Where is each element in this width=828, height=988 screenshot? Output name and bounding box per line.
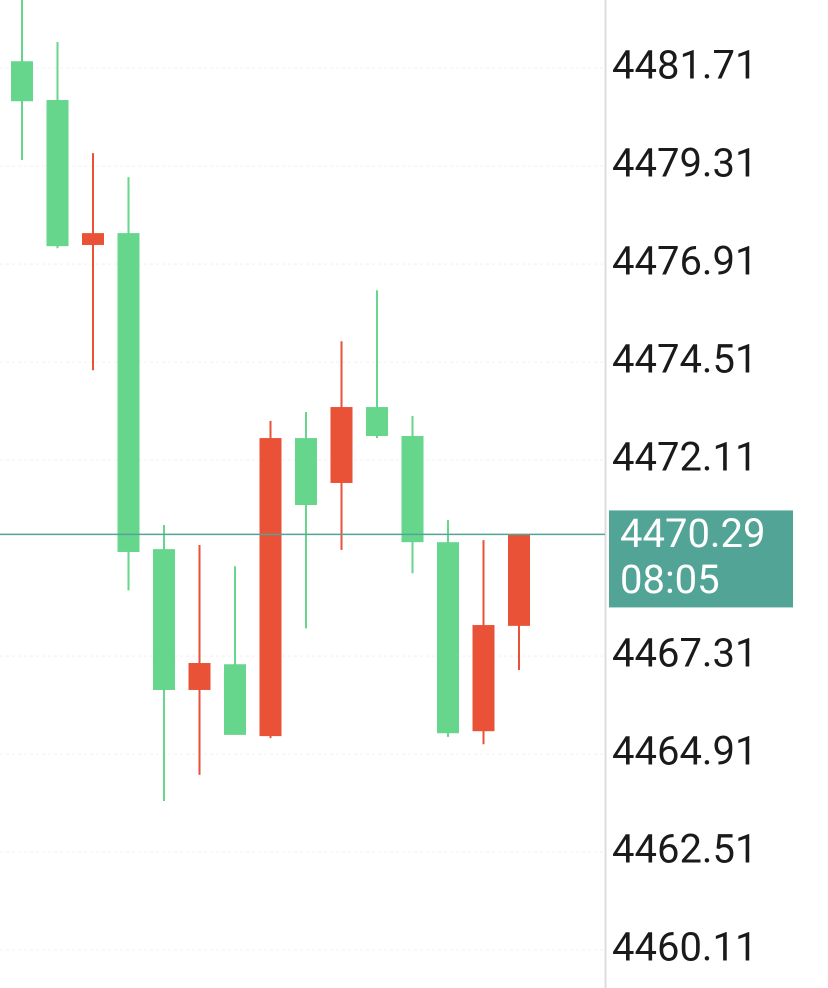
candle-body xyxy=(259,438,282,737)
candle-body xyxy=(153,549,175,690)
candle-body xyxy=(330,407,353,483)
candle-body xyxy=(82,233,104,245)
candle-body xyxy=(11,61,33,102)
candle-body xyxy=(46,100,69,247)
y-tick-label: 4464.91 xyxy=(612,728,757,775)
candle-body xyxy=(508,534,530,626)
candle-body xyxy=(224,664,246,735)
y-tick-label: 4474.51 xyxy=(612,336,757,383)
y-tick-label: 4467.31 xyxy=(612,630,757,677)
y-tick-label: 4462.51 xyxy=(612,826,757,873)
candle-body xyxy=(117,233,140,552)
current-time-label: 08:05 xyxy=(620,556,720,603)
candle-body xyxy=(295,438,317,506)
current-price-label: 4470.29 xyxy=(620,510,765,557)
y-tick-label: 4479.31 xyxy=(612,140,757,187)
y-tick-label: 4460.11 xyxy=(612,924,757,971)
current-price-box xyxy=(609,510,793,608)
y-tick-label: 4472.11 xyxy=(612,434,757,481)
y-tick-label: 4481.71 xyxy=(612,42,757,89)
candle-body xyxy=(401,436,424,543)
y-tick-label: 4476.91 xyxy=(612,238,757,285)
candle-body xyxy=(188,663,211,690)
candle-body xyxy=(366,407,388,437)
candle-body xyxy=(472,625,495,732)
candle-body xyxy=(437,542,459,734)
